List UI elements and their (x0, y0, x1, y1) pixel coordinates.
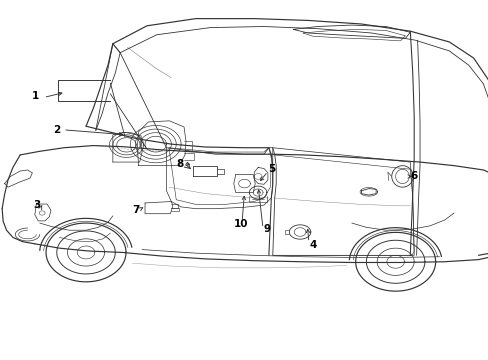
Text: 9: 9 (263, 225, 270, 234)
Text: 7: 7 (132, 206, 140, 216)
Text: 3: 3 (34, 200, 41, 210)
Text: 1: 1 (32, 91, 40, 101)
Text: 6: 6 (410, 171, 417, 181)
Text: 4: 4 (308, 239, 316, 249)
Text: 2: 2 (53, 125, 61, 135)
Text: 10: 10 (233, 219, 247, 229)
Text: 5: 5 (267, 164, 274, 174)
Text: 8: 8 (176, 159, 183, 169)
